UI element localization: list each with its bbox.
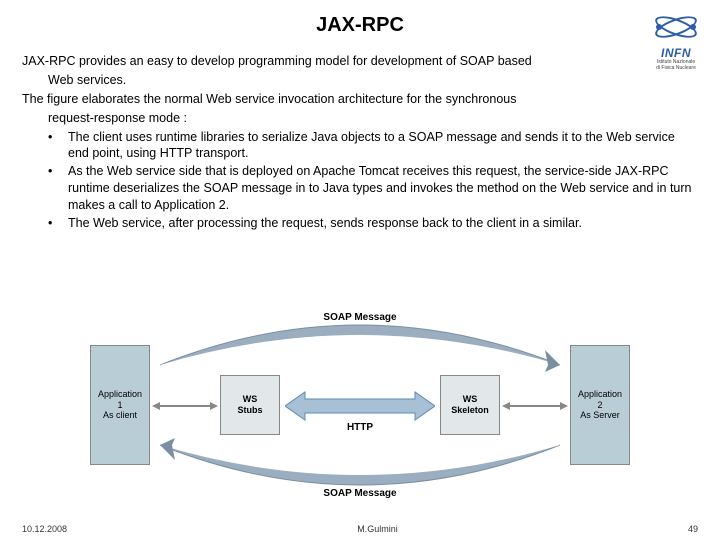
label-http: HTTP — [340, 422, 380, 433]
bullet-list: •The client uses runtime libraries to se… — [22, 129, 698, 232]
para2: The figure elaborates the normal Web ser… — [22, 91, 698, 108]
logo-icon — [652, 10, 700, 44]
label-soap-top: SOAP Message — [300, 312, 420, 323]
box-stubs: WSStubs — [220, 375, 280, 435]
bullet-item: •The Web service, after processing the r… — [48, 215, 698, 232]
footer: 10.12.2008 M.Gulmini 49 — [22, 524, 698, 534]
logo: INFN Istituto Nazionale di Fisica Nuclea… — [652, 10, 700, 71]
para1b: Web services. — [22, 72, 698, 89]
arrow-app1-stubs — [152, 396, 218, 416]
arrow-skel-app2 — [502, 396, 568, 416]
box-app2: Application 2As Server — [570, 345, 630, 465]
box-skeleton: WSSkeleton — [440, 375, 500, 435]
logo-sub2: di Fisica Nucleare — [652, 66, 700, 72]
logo-text: INFN — [652, 46, 700, 60]
label-soap-bottom: SOAP Message — [300, 488, 420, 499]
footer-page: 49 — [688, 524, 698, 534]
bullet-item: •The client uses runtime libraries to se… — [48, 129, 698, 163]
bullet-item: •As the Web service side that is deploye… — [48, 163, 698, 214]
page-title: JAX-RPC — [0, 0, 720, 43]
content: JAX-RPC provides an easy to develop prog… — [0, 43, 720, 232]
footer-date: 10.12.2008 — [22, 524, 67, 534]
para1: JAX-RPC provides an easy to develop prog… — [22, 53, 698, 70]
diagram: SOAP Message SOAP Message Application 1A… — [90, 310, 650, 510]
box-app1: Application 1As client — [90, 345, 150, 465]
para2b: request-response mode : — [22, 110, 698, 127]
arrow-http — [285, 390, 435, 422]
footer-author: M.Gulmini — [357, 524, 398, 534]
